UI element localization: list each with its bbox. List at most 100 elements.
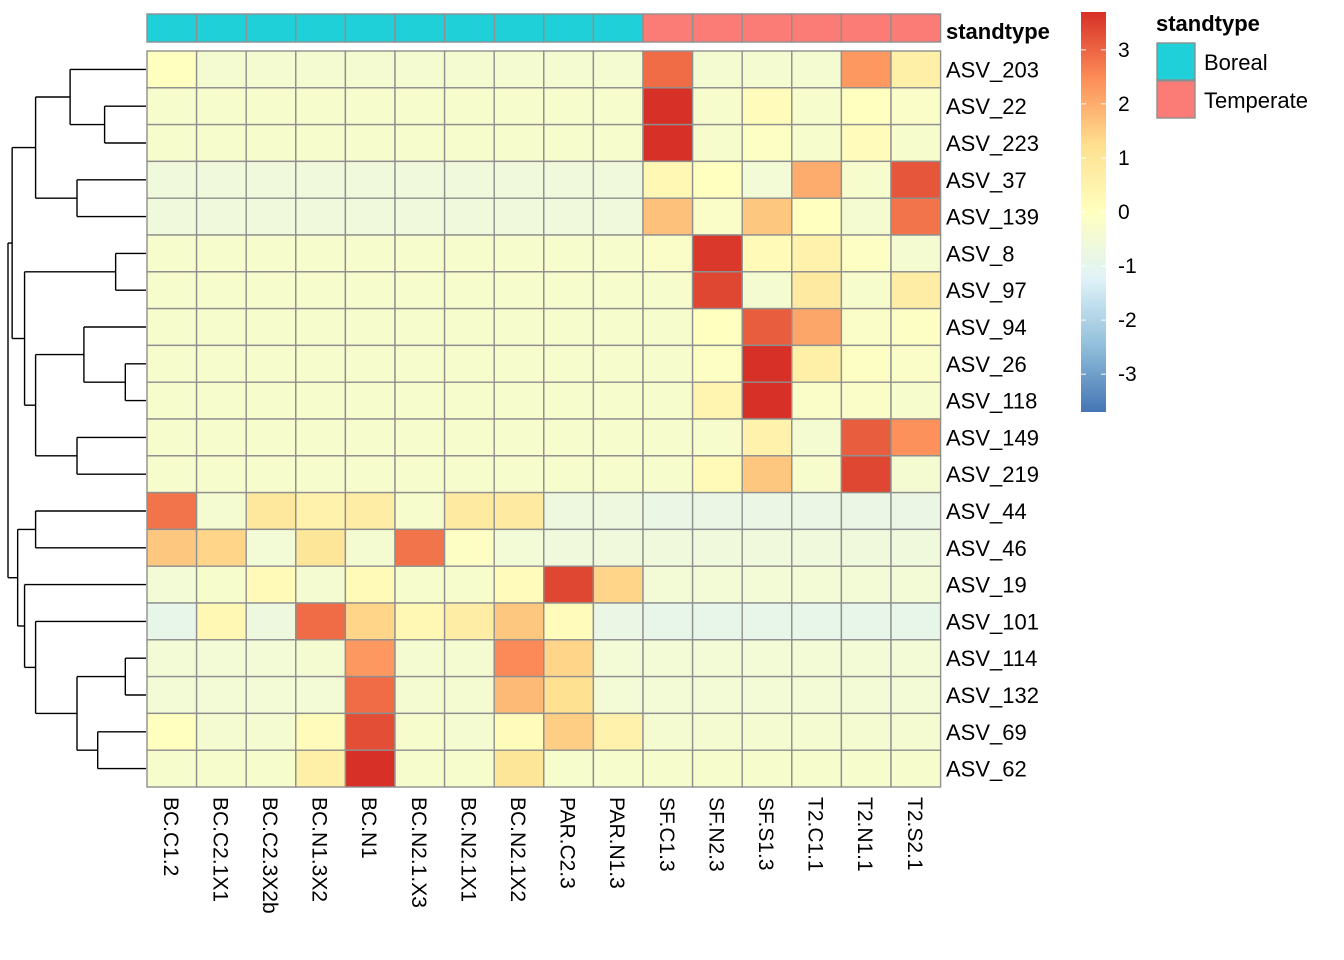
column-label: BC.C1.2 [159, 797, 182, 876]
heatmap-cell [841, 235, 891, 272]
heatmap-cell [246, 677, 296, 714]
heatmap-cell [395, 382, 445, 419]
row-label: ASV_44 [946, 499, 1027, 524]
heatmap-cell [593, 456, 643, 493]
row-dendrogram [8, 69, 146, 768]
heatmap-cell [593, 161, 643, 198]
heatmap-cell [593, 677, 643, 714]
color-scale-tick-label: -1 [1118, 255, 1137, 278]
heatmap-cell [395, 51, 445, 88]
heatmap-cell [395, 566, 445, 603]
row-label: ASV_22 [946, 94, 1027, 119]
heatmap-cell [742, 382, 792, 419]
heatmap-cell [147, 713, 197, 750]
annotation-cell [693, 14, 743, 42]
heatmap-cell [445, 677, 495, 714]
heatmap-cell [643, 198, 693, 235]
heatmap-cell [544, 235, 594, 272]
heatmap-cell [197, 309, 247, 346]
heatmap-cell [445, 566, 495, 603]
column-label: PAR.C2.3 [556, 797, 579, 889]
color-scale-tick-label: 3 [1118, 39, 1130, 62]
heatmap-cell [544, 382, 594, 419]
row-label: ASV_219 [946, 462, 1039, 487]
heatmap-cell [246, 750, 296, 787]
heatmap-cell [643, 88, 693, 125]
column-label: BC.N2.1X1 [456, 797, 479, 902]
heatmap-cell [841, 529, 891, 566]
heatmap-cell [841, 493, 891, 530]
heatmap-cell [445, 198, 495, 235]
heatmap-cell [445, 309, 495, 346]
row-label: ASV_8 [946, 241, 1015, 266]
heatmap-cell [345, 235, 395, 272]
heatmap-cell [544, 566, 594, 603]
heatmap-cell [792, 493, 842, 530]
heatmap-cell [494, 382, 544, 419]
heatmap-cell [841, 603, 891, 640]
heatmap-cell [494, 161, 544, 198]
heatmap-cell [147, 272, 197, 309]
heatmap-cell [246, 382, 296, 419]
column-labels: BC.C1.2 BC.C2.1X1 BC.C2.3X2b BC.N1.3X2 BC.N1… [159, 797, 926, 914]
color-scale-legend: 3 2 1 0 -1 -2 -3 [1081, 12, 1137, 412]
column-label: BC.N2.1.X3 [407, 797, 430, 908]
heatmap-cell [792, 272, 842, 309]
heatmap-cell [792, 566, 842, 603]
column-label: SF.C1.3 [655, 797, 678, 872]
heatmap-cell [147, 419, 197, 456]
heatmap-cell [693, 198, 743, 235]
column-label: T2.C1.1 [804, 797, 827, 872]
heatmap-cell [197, 272, 247, 309]
standtype-legend: standtype Boreal Temperate [1156, 11, 1308, 118]
heatmap-cell [841, 198, 891, 235]
heatmap-cell [891, 161, 941, 198]
annotation-cell [891, 14, 941, 42]
heatmap-cell [693, 235, 743, 272]
heatmap-cell [296, 456, 346, 493]
heatmap-cell [345, 51, 395, 88]
heatmap-cell [197, 750, 247, 787]
heatmap-cell [147, 566, 197, 603]
heatmap-cell [792, 345, 842, 382]
row-label: ASV_203 [946, 57, 1039, 82]
row-label: ASV_118 [946, 389, 1037, 414]
heatmap-cell [296, 419, 346, 456]
heatmap-cell [296, 603, 346, 640]
column-label: BC.C2.1X1 [208, 797, 231, 902]
heatmap-cell [891, 419, 941, 456]
heatmap-cell [643, 382, 693, 419]
column-label: SF.N2.3 [704, 797, 727, 872]
heatmap-cell [246, 272, 296, 309]
heatmap-cell [742, 161, 792, 198]
heatmap-cell [643, 235, 693, 272]
heatmap-cell [693, 529, 743, 566]
row-label: ASV_149 [946, 425, 1039, 450]
heatmap-cell [841, 88, 891, 125]
heatmap-cell [246, 603, 296, 640]
heatmap-cell [296, 161, 346, 198]
heatmap-cell [693, 382, 743, 419]
heatmap-cell [693, 161, 743, 198]
row-label: ASV_69 [946, 720, 1027, 745]
heatmap-cell [693, 677, 743, 714]
column-label: T2.S2.1 [903, 797, 926, 871]
annotation-cell [445, 14, 495, 42]
legend-item-label: Temperate [1204, 88, 1308, 113]
heatmap-cell [792, 713, 842, 750]
heatmap-cell [197, 235, 247, 272]
heatmap-cell [742, 750, 792, 787]
row-label: ASV_223 [946, 131, 1039, 156]
heatmap-cell [345, 493, 395, 530]
heatmap-cell [841, 713, 891, 750]
heatmap-cell [593, 198, 643, 235]
heatmap-cell [593, 88, 643, 125]
heatmap-cell [445, 640, 495, 677]
heatmap-cell [296, 640, 346, 677]
heatmap-cell [246, 493, 296, 530]
heatmap-cell [345, 88, 395, 125]
color-scale-tick-label: 0 [1118, 201, 1130, 224]
heatmap-cell [395, 88, 445, 125]
heatmap-cell [593, 493, 643, 530]
